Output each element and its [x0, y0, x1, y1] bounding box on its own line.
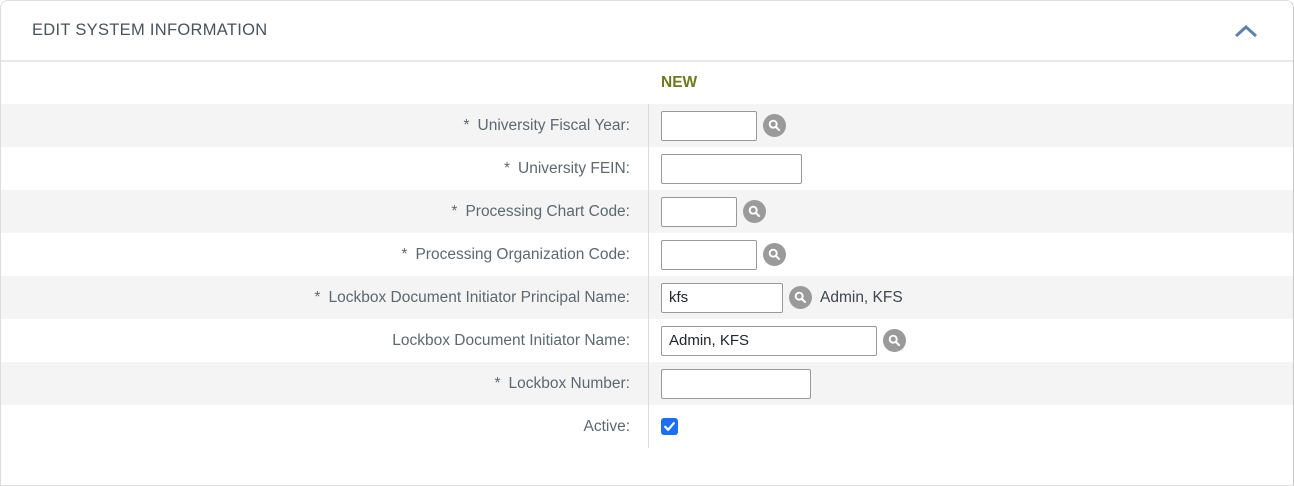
- form-row-lockbox-document-initiator-principal-name: * Lockbox Document Initiator Principal N…: [1, 276, 1293, 319]
- resolved-name-text: Admin, KFS: [820, 288, 903, 306]
- required-marker: *: [451, 202, 458, 220]
- lookup-search-icon[interactable]: [743, 200, 766, 223]
- collapse-button[interactable]: [1231, 16, 1261, 46]
- section-header: EDIT SYSTEM INFORMATION: [1, 1, 1293, 62]
- form-row-lockbox-number: * Lockbox Number:: [1, 362, 1293, 405]
- processing-chart-code-input[interactable]: [661, 196, 737, 227]
- lookup-search-icon[interactable]: [763, 243, 786, 266]
- form-row-university-fiscal-year: * University Fiscal Year:: [1, 104, 1293, 147]
- field-label-text: Lockbox Document Initiator Principal Nam…: [328, 288, 630, 306]
- column-header-new: NEW: [661, 74, 698, 91]
- lockbox-document-initiator-name-input[interactable]: [661, 325, 877, 356]
- field-label: * Processing Organization Code:: [1, 233, 649, 276]
- active-checkbox[interactable]: [661, 418, 678, 435]
- field-label: * Lockbox Number:: [1, 362, 649, 405]
- field-label-text: University Fiscal Year:: [477, 116, 630, 134]
- form-row-university-fein: * University FEIN:: [1, 147, 1293, 190]
- required-marker: *: [503, 159, 511, 177]
- field-label-text: Processing Chart Code:: [465, 202, 630, 220]
- field-label-text: Active:: [583, 417, 630, 435]
- lockbox-document-initiator-principal-name-input[interactable]: [661, 282, 783, 313]
- field-label: * Lockbox Document Initiator Principal N…: [1, 276, 649, 319]
- form-row-lockbox-document-initiator-name: Lockbox Document Initiator Name:: [1, 319, 1293, 362]
- field-label-text: Processing Organization Code:: [415, 245, 630, 263]
- field-label: Active:: [1, 405, 649, 448]
- column-header-row: NEW: [1, 62, 1293, 104]
- required-marker: *: [494, 374, 501, 392]
- lockbox-number-input[interactable]: [661, 368, 811, 399]
- column-header-spacer: [1, 62, 649, 104]
- chevron-up-icon: [1234, 24, 1258, 37]
- lookup-search-icon[interactable]: [789, 286, 812, 309]
- field-label: * Processing Chart Code:: [1, 190, 649, 233]
- field-label-text: University FEIN:: [518, 159, 630, 177]
- university-fiscal-year-input[interactable]: [661, 110, 757, 141]
- processing-organization-code-input[interactable]: [661, 239, 757, 270]
- form-row-processing-organization-code: * Processing Organization Code:: [1, 233, 1293, 276]
- lookup-search-icon[interactable]: [883, 329, 906, 352]
- required-marker: *: [463, 116, 470, 134]
- required-marker: *: [314, 288, 321, 306]
- required-marker: *: [401, 245, 408, 263]
- panel-bottom-spacer: [1, 448, 1293, 484]
- field-label: Lockbox Document Initiator Name:: [1, 319, 649, 362]
- field-label-text: Lockbox Number:: [508, 374, 630, 392]
- field-label: * University Fiscal Year:: [1, 104, 649, 147]
- university-fein-input[interactable]: [661, 153, 802, 184]
- form-rows: * University Fiscal Year: * University F…: [1, 104, 1293, 448]
- form-row-processing-chart-code: * Processing Chart Code:: [1, 190, 1293, 233]
- field-label: * University FEIN:: [1, 147, 649, 190]
- form-row-active: Active:: [1, 405, 1293, 448]
- lookup-search-icon[interactable]: [763, 114, 786, 137]
- field-label-text: Lockbox Document Initiator Name:: [392, 331, 630, 349]
- section-title: EDIT SYSTEM INFORMATION: [32, 21, 268, 39]
- checkmark-icon: [664, 422, 675, 431]
